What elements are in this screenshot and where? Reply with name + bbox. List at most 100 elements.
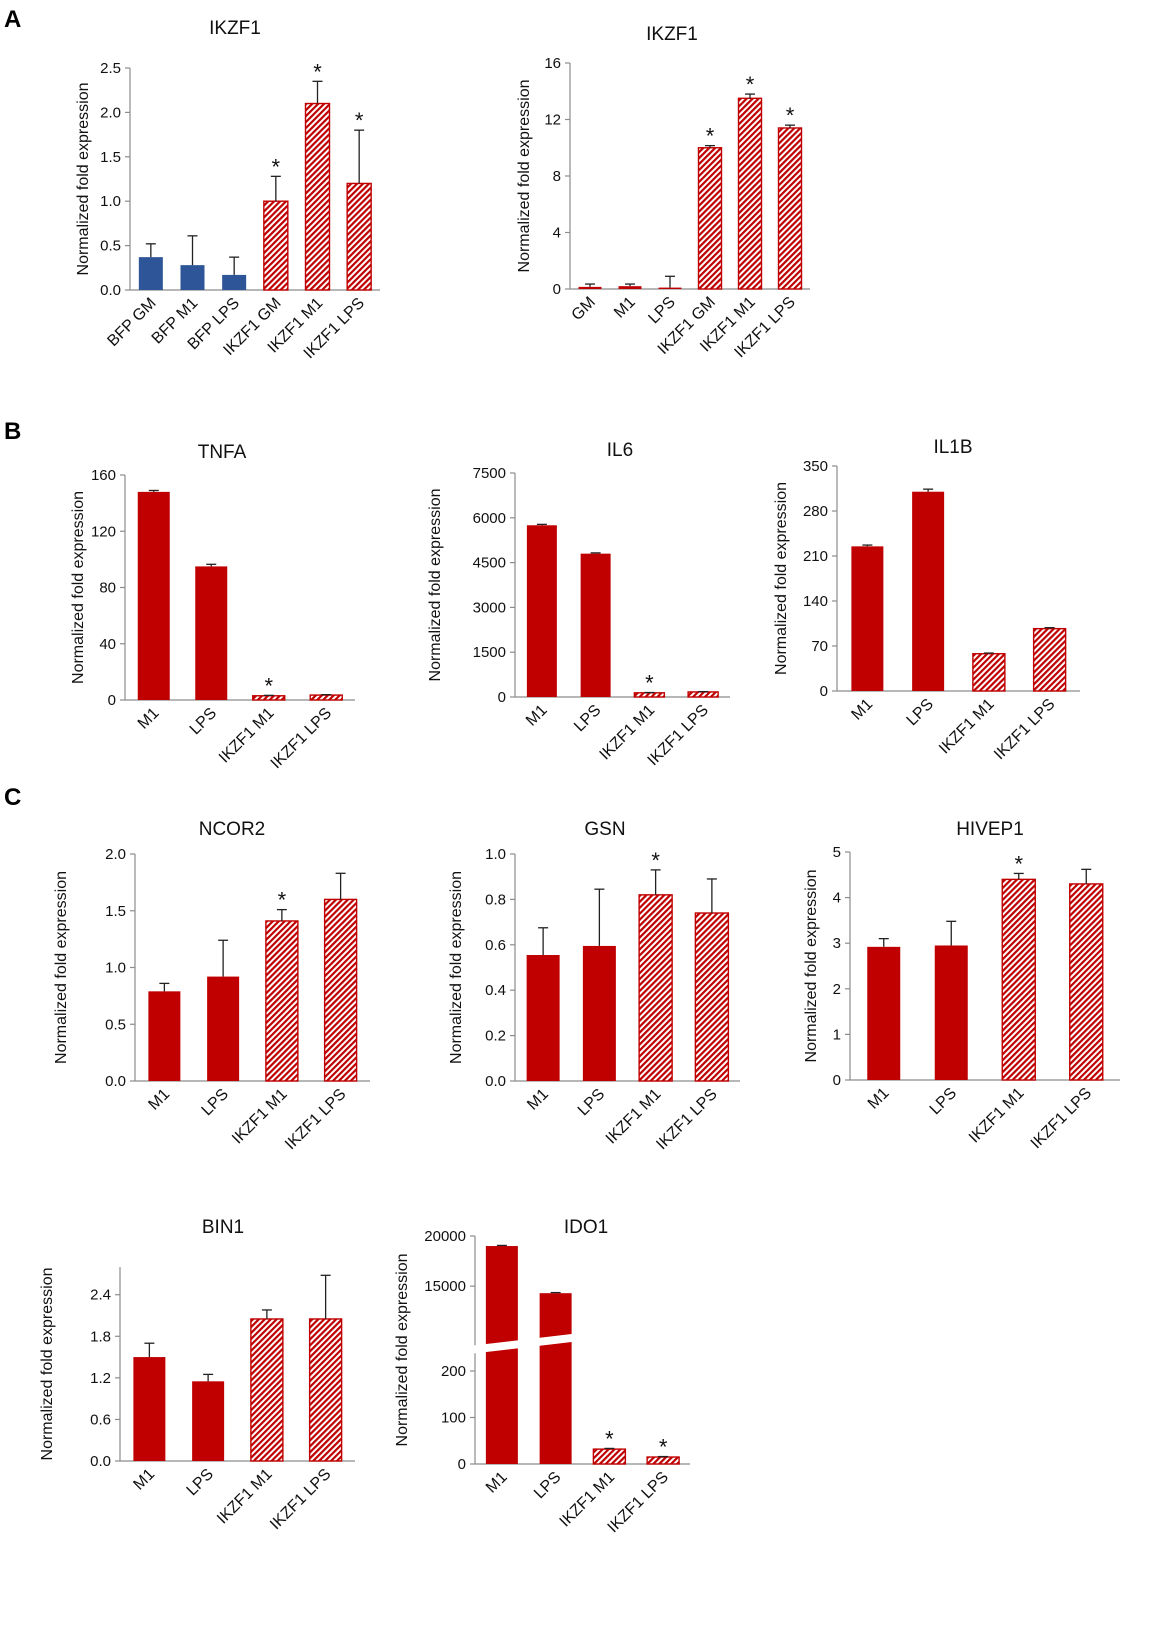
significance-star: * xyxy=(278,888,287,913)
bar-m1 xyxy=(133,1357,166,1461)
y-tick-label: 160 xyxy=(91,467,116,484)
y-axis-label: Normalized fold expression xyxy=(516,80,533,273)
category-label: LPS xyxy=(187,705,220,738)
bar-ikzf1-lps xyxy=(777,127,803,290)
significance-star: * xyxy=(355,108,364,133)
y-tick-label: 40 xyxy=(99,636,116,653)
chart-title: IL1B xyxy=(933,437,972,458)
y-axis-label: Normalized fold expression xyxy=(53,871,70,1064)
bar-ikzf1-m1 xyxy=(737,97,763,290)
category-label: IKZF1 M1 xyxy=(936,696,998,758)
y-tick-label: 0 xyxy=(553,281,561,298)
significance-star: * xyxy=(651,848,660,873)
y-tick-label: 2.0 xyxy=(105,846,126,863)
bar-m1 xyxy=(526,955,560,1081)
y-tick-label: 1.0 xyxy=(485,846,506,863)
bar-gm xyxy=(578,286,602,289)
y-tick-label: 1500 xyxy=(473,644,506,661)
y-tick-label: 80 xyxy=(99,580,116,597)
bar-m1 xyxy=(148,991,181,1081)
bar-ikzf1-lps xyxy=(1032,627,1067,692)
chart-b3-il1b: IL1B Normalized fold expression 0 70 140 210 2… xyxy=(773,437,1080,763)
chart-b1-tnfa: TNFA Normalized fold expression 0 40 80 120 16… xyxy=(70,442,355,772)
y-tick-label: 2 xyxy=(833,981,841,998)
bar-lps xyxy=(934,945,968,1080)
y-tick-label: 16 xyxy=(544,55,561,72)
category-label: IKZF1 LPS xyxy=(991,696,1058,763)
section-label-c: C xyxy=(4,784,22,811)
y-tick-label: 0 xyxy=(498,689,506,706)
bar-lps xyxy=(207,976,240,1081)
bar-ikzf1-lps xyxy=(687,691,719,698)
y-tick-label: 350 xyxy=(803,458,828,475)
category-label: IKZF1 M1 xyxy=(216,705,278,767)
y-tick-label: 1.5 xyxy=(100,149,121,166)
category-label: M1 xyxy=(135,705,163,733)
y-axis-label: Normalized fold expression xyxy=(448,871,465,1064)
y-tick-label: 0 xyxy=(820,683,828,700)
category-label: M1 xyxy=(145,1086,173,1114)
bar-m1 xyxy=(851,546,884,691)
chart-title: BIN1 xyxy=(202,1217,244,1238)
category-label: M1 xyxy=(130,1466,158,1494)
bar-lps xyxy=(658,287,682,289)
section-label-b: B xyxy=(4,418,22,445)
bar-m1 xyxy=(618,286,642,289)
bar-ikzf1-gm xyxy=(697,147,723,290)
y-axis-label: Normalized fold expression xyxy=(70,491,87,684)
bar-m1 xyxy=(137,491,170,700)
chart-c2-gsn: GSN Normalized fold expression 0.0 0.2 0.4 0.… xyxy=(448,819,740,1153)
bar-ikzf1-lps xyxy=(346,182,372,291)
y-tick-label: 0.5 xyxy=(105,1016,126,1033)
y-tick-label: 0.0 xyxy=(90,1453,111,1470)
y-tick-label: 0 xyxy=(458,1456,466,1473)
category-label: LPS xyxy=(184,1466,217,1499)
category-label: IKZF1 LPS xyxy=(1028,1085,1095,1152)
y-tick-label: 5 xyxy=(833,844,841,861)
bar-ikzf1-m1 xyxy=(592,1448,627,1465)
category-label: LPS xyxy=(927,1085,960,1118)
y-tick-label: 0.0 xyxy=(105,1073,126,1090)
category-label: M1 xyxy=(523,702,551,730)
chart-a2-ikzf1: IKZF1 Normalized fold expression 0 4 8 12 16 GM… xyxy=(516,24,810,361)
y-tick-label: 0 xyxy=(108,692,116,709)
bar-lps xyxy=(580,553,611,697)
y-tick-label: 70 xyxy=(811,638,828,655)
y-tick-label: 1.0 xyxy=(100,193,121,210)
category-label: M1 xyxy=(611,294,639,322)
y-tick-label: 0.6 xyxy=(485,937,506,954)
chart-title: NCOR2 xyxy=(199,819,266,840)
y-tick-label: 0.8 xyxy=(485,891,506,908)
bar-ikzf1-lps xyxy=(694,912,730,1082)
y-tick-label: 8 xyxy=(553,168,561,185)
category-label: LPS xyxy=(904,696,937,729)
bar-bfp-gm xyxy=(138,257,163,290)
bar-lps xyxy=(192,1381,225,1461)
category-label: IKZF1 M1 xyxy=(966,1085,1028,1147)
category-label: IKZF1 LPS xyxy=(267,1466,334,1533)
significance-star: * xyxy=(786,103,795,128)
bar-ikzf1-lps xyxy=(309,694,343,701)
bar-m1 xyxy=(485,1246,518,1464)
category-label: BFP GM xyxy=(104,295,159,350)
y-tick-label: 6000 xyxy=(473,510,506,527)
chart-title: IKZF1 xyxy=(209,18,261,39)
significance-star: * xyxy=(605,1426,614,1451)
category-label: LPS xyxy=(575,1086,608,1119)
y-tick-label: 1.0 xyxy=(105,960,126,977)
category-label: IKZF1 LPS xyxy=(282,1086,349,1153)
chart-title: IKZF1 xyxy=(646,24,698,45)
chart-title: IL6 xyxy=(607,440,633,461)
y-tick-label: 0.0 xyxy=(100,282,121,299)
bar-lps xyxy=(195,566,228,700)
y-axis-label: Normalized fold expression xyxy=(39,1268,56,1461)
bar-bfp-lps xyxy=(222,274,247,290)
category-label: IKZF1 LPS xyxy=(268,705,335,772)
y-tick-label: 200 xyxy=(441,1363,466,1380)
y-tick-label: 1.2 xyxy=(90,1370,111,1387)
significance-star: * xyxy=(313,59,322,84)
chart-title: IDO1 xyxy=(564,1217,608,1238)
significance-star: * xyxy=(264,673,273,698)
bar-ikzf1-m1 xyxy=(638,894,673,1082)
bar-lps xyxy=(912,491,945,691)
